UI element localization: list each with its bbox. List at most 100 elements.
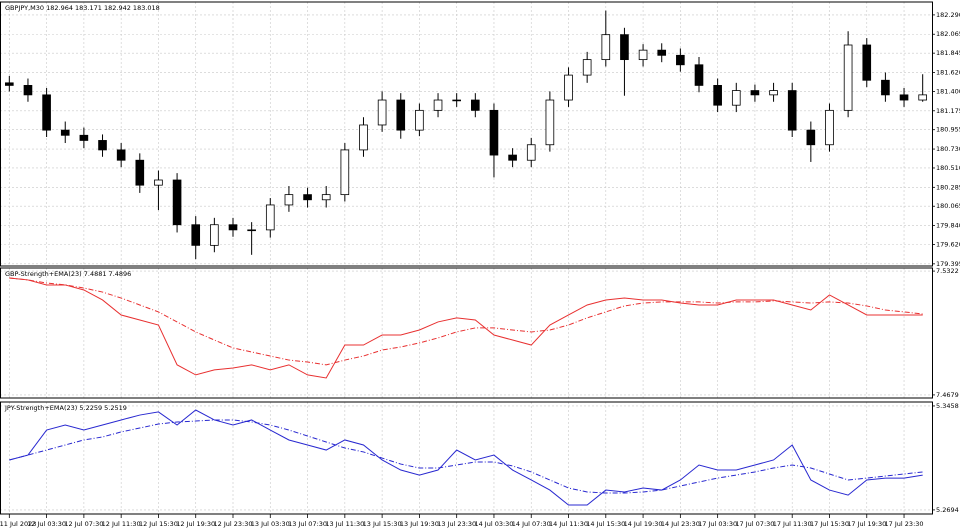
candle-body — [843, 44, 853, 111]
candle-body — [657, 49, 667, 56]
candle-body — [116, 149, 126, 161]
candle-body — [60, 129, 70, 136]
candle-body — [787, 90, 797, 131]
candle-body — [601, 34, 611, 61]
y-tick-label: 179.840 — [936, 222, 960, 230]
x-tick-label: 13 Jul 03:30 — [251, 520, 290, 528]
candle-body — [676, 54, 685, 66]
candle-body — [135, 159, 145, 186]
x-tick-label: 13 Jul 15:30 — [363, 520, 402, 528]
candle-body — [284, 194, 294, 206]
x-tick-label: 17 Jul 19:30 — [847, 520, 886, 528]
x-tick-label: 14 Jul 11:30 — [549, 520, 588, 528]
y-tick-label: 180.065 — [936, 202, 960, 210]
x-tick-label: 12 Jul 23:30 — [214, 520, 253, 528]
candle-body — [694, 64, 704, 86]
candle-body — [172, 179, 182, 226]
candle-body — [340, 149, 350, 196]
candle-body — [396, 99, 406, 131]
candle-body — [750, 90, 760, 96]
candle-body — [489, 109, 499, 156]
y-tick-label: 181.620 — [936, 69, 960, 77]
y-tick-label: 181.845 — [936, 49, 960, 57]
candle-body — [769, 90, 778, 96]
candle-body — [247, 229, 256, 232]
candle-body — [564, 74, 573, 101]
candle-body — [154, 179, 163, 186]
x-tick-label: 17 Jul 11:30 — [773, 520, 812, 528]
candle-body — [98, 140, 107, 151]
y-tick-label: 179.620 — [936, 241, 960, 249]
x-tick-label: 13 Jul 19:30 — [400, 520, 439, 528]
y-tick-label: 7.5322 — [936, 267, 959, 275]
candle-body — [881, 79, 890, 96]
candle-body — [415, 109, 424, 131]
x-tick-label: 14 Jul 19:30 — [624, 520, 663, 528]
y-tick-label: 181.400 — [936, 87, 960, 95]
pane-title: JPY-Strength+EMA(23) 5.2259 5.2519 — [4, 404, 127, 412]
y-tick-label: 7.4679 — [936, 391, 959, 399]
candle-body — [620, 34, 629, 61]
candle-body — [42, 94, 51, 131]
indicator-line — [9, 277, 923, 379]
candle-body — [23, 85, 33, 96]
y-tick-label: 180.510 — [936, 164, 960, 172]
candle-body — [433, 99, 443, 111]
x-tick-label: 17 Jul 03:30 — [698, 520, 737, 528]
x-tick-label: 12 Jul 15:30 — [139, 520, 178, 528]
pane-frame — [0, 1, 933, 267]
candle-body — [377, 99, 387, 126]
pane-frame — [0, 267, 933, 399]
candle-body — [321, 194, 331, 201]
candle-body — [638, 49, 648, 61]
candle-body — [5, 82, 14, 86]
x-tick-label: 17 Jul 23:30 — [885, 520, 924, 528]
candle-body — [582, 59, 592, 76]
candle-body — [210, 224, 219, 246]
candle-body — [303, 194, 312, 201]
x-tick-label: 12 Jul 19:30 — [176, 520, 215, 528]
x-tick-label: 12 Jul 03:30 — [27, 520, 66, 528]
candle-body — [825, 109, 834, 146]
candle-body — [918, 94, 927, 101]
candle-body — [79, 134, 89, 141]
x-tick-label: 14 Jul 03:30 — [474, 520, 513, 528]
x-tick-label: 12 Jul 11:30 — [102, 520, 141, 528]
x-tick-label: 17 Jul 15:30 — [810, 520, 849, 528]
candle-body — [713, 85, 722, 106]
y-tick-label: 182.290 — [936, 11, 960, 19]
candle-body — [359, 124, 368, 151]
candle-body — [191, 224, 201, 246]
y-tick-label: 182.065 — [936, 30, 960, 38]
candle-body — [862, 44, 872, 81]
pane-frame — [0, 401, 933, 515]
candle-body — [899, 94, 909, 101]
y-tick-label: 180.955 — [936, 126, 960, 134]
indicator-line — [9, 409, 923, 506]
candle-body — [265, 204, 275, 231]
x-tick-label: 12 Jul 07:30 — [64, 520, 103, 528]
x-tick-label: 13 Jul 07:30 — [288, 520, 327, 528]
x-tick-label: 13 Jul 11:30 — [325, 520, 364, 528]
candle-body — [228, 224, 238, 231]
y-tick-label: 5.2694 — [936, 506, 959, 514]
candle-body — [731, 90, 741, 106]
pane-title: GBPJPY,M30 182.964 183.171 182.942 183.0… — [5, 4, 160, 12]
y-tick-label: 5.3458 — [936, 402, 959, 410]
x-tick-label: 13 Jul 23:30 — [437, 520, 476, 528]
candle-body — [545, 99, 555, 146]
candle-body — [471, 99, 480, 111]
y-tick-label: 180.285 — [936, 183, 960, 191]
candle-body — [806, 129, 816, 146]
candle-body — [526, 144, 536, 161]
y-tick-label: 180.730 — [936, 145, 960, 153]
indicator-line — [9, 277, 923, 366]
pane-title: GBP-Strength+EMA(23) 7.4881 7.4896 — [5, 270, 131, 278]
x-tick-label: 14 Jul 23:30 — [661, 520, 700, 528]
x-tick-label: 14 Jul 07:30 — [512, 520, 551, 528]
candle-body — [452, 99, 461, 102]
candle-body — [508, 154, 517, 161]
x-tick-label: 14 Jul 15:30 — [586, 520, 625, 528]
x-tick-label: 11 Jul 2023 — [0, 520, 36, 528]
